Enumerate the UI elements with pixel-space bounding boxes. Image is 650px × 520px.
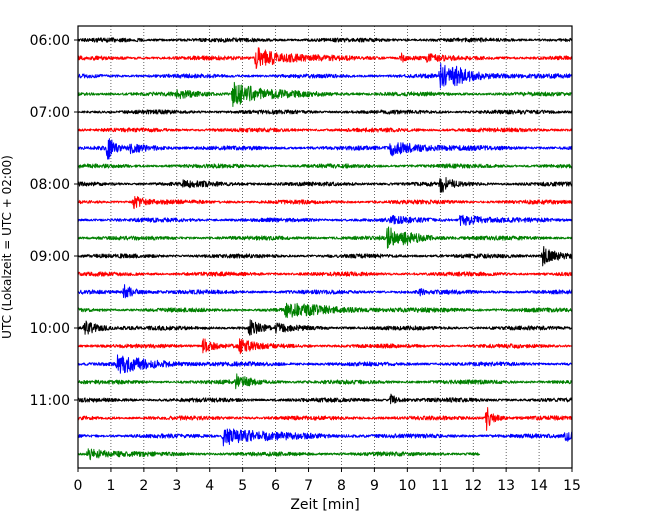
trace-0600 — [77, 37, 573, 43]
trace-0915 — [77, 271, 573, 277]
trace-0630 — [77, 62, 573, 89]
trace-0800 — [77, 177, 573, 193]
traces — [77, 37, 573, 461]
plot-frame — [77, 25, 573, 469]
x-tick-label: 6 — [271, 478, 280, 494]
x-tick-label: 3 — [172, 478, 181, 494]
y-tick-label: 11:00 — [30, 393, 70, 409]
x-tick-label: 1 — [106, 478, 115, 494]
trace-1000 — [77, 319, 573, 336]
x-tick-label: 10 — [398, 478, 416, 494]
trace-0845 — [77, 226, 573, 249]
trace-0700 — [77, 109, 573, 115]
trace-0645 — [77, 81, 573, 107]
y-tick-label: 06:00 — [30, 33, 70, 49]
x-tick-label: 14 — [530, 478, 548, 494]
x-tick-label: 13 — [497, 478, 515, 494]
trace-0945 — [77, 302, 573, 319]
trace-0730 — [77, 138, 573, 160]
y-tick-label: 07:00 — [30, 105, 70, 121]
x-tick-label: 4 — [205, 478, 214, 494]
y-tick-label: 09:00 — [30, 249, 70, 265]
trace-0830 — [77, 214, 573, 227]
trace-1030 — [77, 354, 573, 374]
x-ticks: 0 1 2 3 4 5 6 7 8 9 10 11 12 13 14 15 — [74, 468, 581, 494]
x-tick-label: 9 — [370, 478, 379, 494]
trace-0900 — [77, 246, 573, 267]
x-tick-label: 5 — [238, 478, 247, 494]
trace-1145 — [77, 448, 481, 461]
trace-1100 — [77, 393, 573, 405]
x-tick-label: 15 — [563, 478, 581, 494]
x-axis-label: Zeit [min] — [290, 497, 359, 513]
trace-1045 — [77, 373, 573, 390]
trace-1015 — [77, 338, 573, 355]
trace-1130 — [77, 428, 573, 447]
x-tick-label: 2 — [139, 478, 148, 494]
x-tick-label: 0 — [74, 478, 83, 494]
trace-0615 — [77, 47, 573, 70]
trace-0815 — [77, 196, 573, 210]
trace-0745 — [77, 163, 573, 169]
x-tick-label: 11 — [431, 478, 449, 494]
x-tick-label: 7 — [304, 478, 313, 494]
y-tick-label: 08:00 — [30, 177, 70, 193]
y-tick-label: 10:00 — [30, 321, 70, 337]
y-axis-label: UTC (Lokalzeit = UTC + 02:00) — [0, 155, 14, 339]
x-tick-label: 8 — [337, 478, 346, 494]
y-ticks: 06:00 07:00 08:00 09:00 10:00 11:00 — [30, 33, 78, 409]
trace-0715 — [77, 127, 573, 133]
trace-1115 — [77, 407, 573, 431]
trace-0930 — [77, 284, 573, 299]
x-tick-label: 12 — [464, 478, 482, 494]
